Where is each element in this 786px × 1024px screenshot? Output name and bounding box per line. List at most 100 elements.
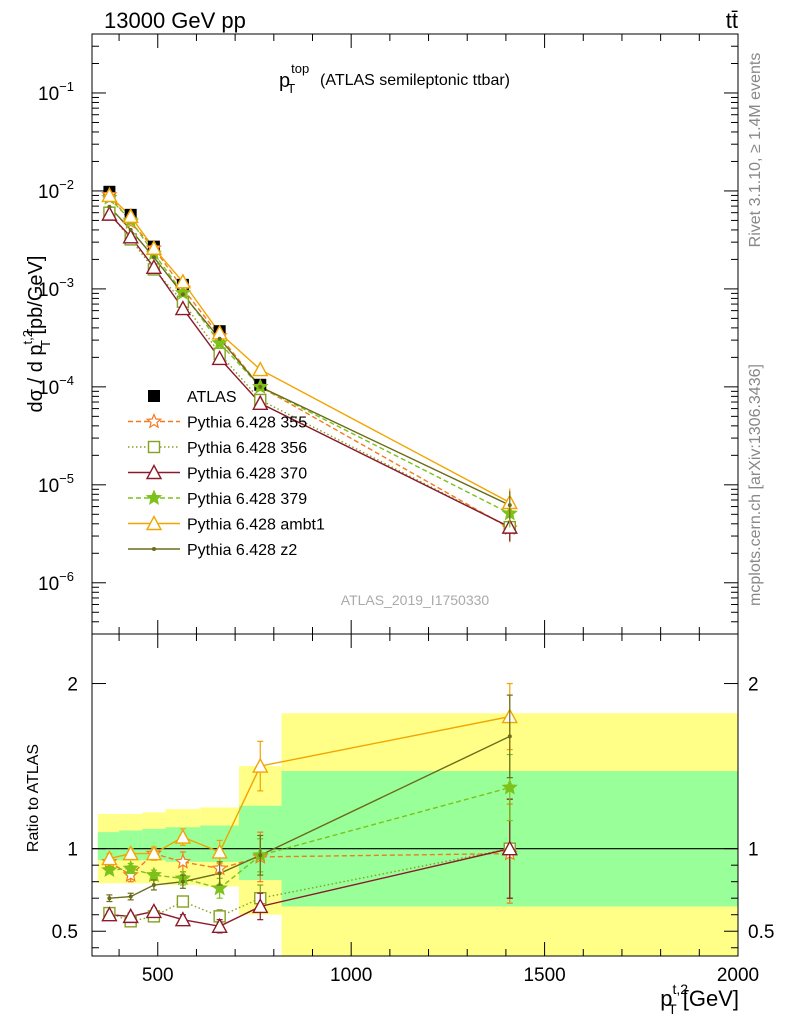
ratio-ytick-label-left: 0.5 — [52, 922, 78, 943]
ratio-xlabel: pt,2 T [GeV] — [660, 981, 739, 1017]
main-series-point-5 — [507, 503, 512, 508]
xlabel-part-b: [GeV] — [677, 986, 739, 1011]
ylabel-sub: T — [38, 340, 53, 348]
ratio-series-point-2 — [501, 840, 518, 856]
ratio-xtick-label: 500 — [142, 965, 174, 986]
analysis-watermark: ATLAS_2019_I1750330 — [341, 592, 490, 608]
main-series-line-2 — [108, 213, 511, 528]
main-series-point-2 — [211, 349, 228, 366]
ratio-series-point-4 — [174, 828, 192, 844]
main-ytick-exp: −6 — [59, 569, 74, 584]
ratio-series-point-0 — [122, 866, 139, 883]
header-left: 13000 GeV pp — [104, 8, 246, 33]
legend-marker — [152, 547, 156, 551]
main-ytick-base: 10 — [38, 574, 59, 595]
ratio-series-point-3 — [122, 859, 139, 876]
rivet-label: Rivet 3.1.10, ≥ 1.4M events — [747, 53, 764, 248]
ratio-ytick-label-right: 2 — [748, 675, 759, 696]
ratio-ytick-label-right: 0.5 — [748, 922, 774, 943]
legend-marker — [145, 412, 163, 429]
ratio-series-point-2 — [252, 897, 269, 914]
ratio-series-point-4 — [145, 845, 163, 861]
main-series-point-4 — [122, 207, 139, 224]
legend-label: Pythia 6.428 370 — [187, 466, 307, 483]
main-ytick-exp: −4 — [59, 373, 74, 388]
main-ytick-base: 10 — [38, 182, 59, 203]
ratio-series-point-2 — [174, 911, 192, 927]
main-series-point-4 — [101, 186, 118, 203]
plot-title-main: p — [279, 70, 290, 92]
ratio-series-point-3 — [501, 779, 518, 795]
main-series-line-5 — [108, 206, 511, 506]
ratio-ylabel: Ratio to ATLAS — [25, 744, 42, 852]
main-ylabel: dσ / d pt,2 T [pb/GeV] — [20, 256, 53, 413]
ratio-series-point-5 — [258, 853, 263, 858]
main-ytick-base: 10 — [38, 378, 59, 399]
xlabel-part-a: p — [660, 986, 672, 1011]
main-series-line-1 — [108, 212, 511, 528]
main-ytick-label: 10−3 — [38, 275, 74, 301]
ylabel-part-a: dσ / d p — [25, 344, 47, 412]
main-ytick-base: 10 — [38, 84, 59, 105]
ratio-series-point-2 — [145, 902, 163, 919]
ratio-ytick-label-right: 1 — [748, 840, 759, 861]
main-ytick-label: 10−4 — [38, 373, 74, 399]
ratio-series-point-5 — [217, 871, 222, 876]
ratio-series-point-1 — [176, 895, 190, 908]
plot-title-sup: top — [291, 61, 309, 76]
main-series-line-4 — [108, 194, 511, 504]
plot-title-sub: T — [287, 81, 295, 96]
main-ytick-label: 10−5 — [38, 471, 74, 497]
main-series-point-2 — [122, 228, 139, 244]
mcplots-label: mcplots.cern.ch [arXiv:1306.3436] — [747, 364, 764, 606]
main-ytick-label: 10−6 — [38, 569, 74, 595]
main-series-point-5 — [128, 227, 133, 232]
ratio-series-point-2 — [101, 906, 118, 922]
main-plot-area — [101, 185, 518, 543]
main-series-line-3 — [108, 197, 511, 515]
main-series-point-5 — [180, 292, 185, 297]
legend-marker — [147, 440, 161, 454]
ratio-band-green — [97, 832, 120, 861]
ratio-series-point-3 — [145, 866, 162, 883]
legend-marker — [145, 464, 163, 480]
ratio-frame — [91, 633, 739, 957]
ratio-series-point-4 — [122, 845, 139, 861]
legend-label-atlas: ATLAS — [187, 389, 237, 406]
ratio-xtick-label: 1000 — [330, 965, 372, 986]
ratio-axes: 500 1000 1500 2000 0.5 0.5 1 1 2 2 — [52, 634, 774, 986]
ratio-series-point-4 — [252, 757, 269, 773]
main-series-point-5 — [151, 255, 156, 260]
ratio-bands — [92, 713, 738, 956]
main-ytick-exp: −3 — [59, 275, 74, 290]
xlabel-sup: t,2 — [673, 981, 689, 997]
ratio-ytick-label-left: 2 — [67, 675, 78, 696]
legend-marker — [145, 489, 163, 505]
legend-marker-atlas — [148, 390, 160, 402]
legend-marker — [145, 515, 163, 531]
legend-label: Pythia 6.428 ambt1 — [187, 517, 325, 534]
legend-label: Pythia 6.428 z2 — [187, 542, 297, 559]
main-series-point-4 — [252, 361, 269, 377]
ratio-series-point-5 — [107, 896, 112, 901]
ratio-panel: 500 1000 1500 2000 0.5 0.5 1 1 2 2 Ratio to ATLAS… — [25, 633, 774, 1017]
main-ytick-base: 10 — [38, 476, 59, 497]
ratio-series-point-4 — [211, 843, 228, 859]
header-right: tt̄ — [726, 8, 738, 33]
plot-subtitle: (ATLAS semileptonic ttbar) — [320, 72, 510, 89]
ratio-series-point-5 — [507, 734, 512, 739]
ratio-xtick-label: 2000 — [717, 965, 759, 986]
main-series-point-4 — [145, 239, 163, 255]
main-series-point-5 — [258, 384, 263, 389]
ratio-series-point-4 — [101, 850, 118, 866]
legend-label: Pythia 6.428 379 — [187, 491, 307, 508]
main-ytick-exp: −5 — [59, 471, 74, 486]
main-series-point-5 — [107, 204, 112, 209]
main-series-point-3 — [211, 334, 228, 350]
main-series-line-0 — [108, 194, 511, 529]
main-series-point-2 — [174, 300, 192, 316]
legend: ATLAS Pythia 6.428 355 Pythia 6.428 356 Pyt… — [128, 389, 325, 559]
main-series-point-2 — [252, 394, 269, 410]
ratio-xtick-label: 1500 — [523, 965, 565, 986]
